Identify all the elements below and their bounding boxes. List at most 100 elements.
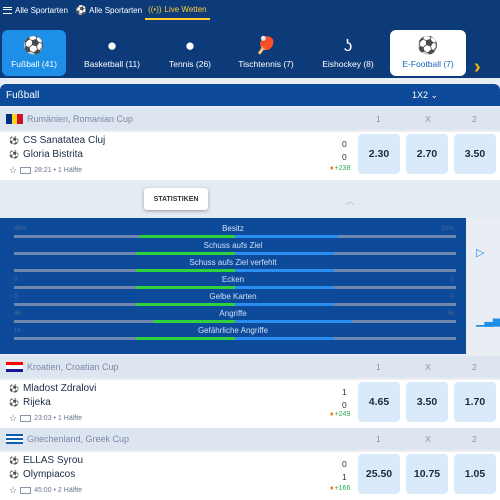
- event-meta: ☆ 45:00 • 2 Hälfte: [9, 485, 82, 496]
- more-markets[interactable]: ♦+166: [330, 485, 350, 492]
- soccer-ball-icon: ⚽: [9, 398, 19, 407]
- stat-left: 14: [14, 328, 21, 334]
- odd-home[interactable]: 25.50: [358, 454, 400, 494]
- column-2: 2: [472, 114, 477, 124]
- home-score: 0: [342, 139, 347, 149]
- all-sports-filter[interactable]: ⚽ Alle Sportarten: [71, 0, 145, 20]
- soccer-ball-icon: ⚽: [23, 36, 45, 55]
- tab-label: Eishockey (8): [322, 59, 374, 69]
- stat-bar: [14, 269, 456, 272]
- table-tennis-icon: 🏓: [255, 36, 277, 55]
- soccer-ball-icon: ⚽: [9, 136, 19, 145]
- league-header[interactable]: Kroatien, Croatian Cup 1 X 2: [0, 356, 500, 378]
- odd-draw[interactable]: 2.70: [406, 134, 448, 174]
- stat-bar: [14, 320, 456, 323]
- market-selector[interactable]: 1X2 ⌄: [412, 90, 438, 101]
- tab-e-football[interactable]: ⚽ E-Football (7): [390, 30, 466, 76]
- stat-label: Schuss aufs Ziel verfehlt: [189, 258, 277, 267]
- stat-bar: [14, 235, 456, 238]
- stat-left: 46: [14, 311, 21, 317]
- star-icon[interactable]: ☆: [9, 485, 18, 495]
- all-sports-filter-label: Alle Sportarten: [89, 5, 143, 15]
- stat-label: Ecken: [221, 275, 245, 284]
- more-markets[interactable]: ♦+249: [330, 411, 350, 418]
- tab-ice-hockey[interactable]: ʖ Eishockey (8): [312, 30, 384, 76]
- statistics-button[interactable]: STATISTIKEN: [144, 188, 208, 210]
- event-row[interactable]: ⚽ ELLAS Syrou ⚽ Olympiacos 0 1 ☆ 45:00 • 2 …: [0, 452, 500, 500]
- home-share-bar: [135, 286, 235, 289]
- soccer-ball-icon: ⚽: [9, 456, 19, 465]
- away-score: 0: [342, 152, 347, 162]
- stat-row: 48% 52% Besitz: [0, 224, 466, 241]
- home-team: ⚽ Mladost Zdralovi: [9, 383, 96, 394]
- odd-away[interactable]: 1.70: [454, 382, 496, 422]
- hockey-stick-icon: ʖ: [343, 36, 353, 55]
- all-sports-menu[interactable]: Alle Sportarten: [0, 0, 71, 20]
- star-icon[interactable]: ☆: [9, 413, 18, 423]
- event-row[interactable]: ⚽ CS Sanatatea Cluj ⚽ Gloria Bistrita 0 0 …: [0, 132, 500, 180]
- live-broadcast-icon: ((•)): [148, 4, 162, 14]
- away-share-bar: [235, 235, 339, 238]
- home-score: 0: [342, 459, 347, 469]
- league-header[interactable]: Griechenland, Greek Cup 1 X 2: [0, 428, 500, 450]
- stat-label: Schuss aufs Ziel: [203, 241, 263, 250]
- chevron-up-icon[interactable]: ︿: [346, 196, 356, 206]
- tab-table-tennis[interactable]: 🏓 Tischtennis (7): [230, 30, 302, 76]
- tab-label: E-Football (7): [402, 59, 454, 69]
- croatia-flag-icon: [6, 362, 23, 372]
- field-icon: [20, 167, 32, 174]
- league-header[interactable]: Rumänien, Romanian Cup 1 X 2: [0, 108, 500, 130]
- league-name: Kroatien, Croatian Cup: [27, 362, 119, 372]
- event-meta: ☆ 23:03 • 1 Hälfte: [9, 413, 82, 424]
- tab-tennis[interactable]: ● Tennis (26): [160, 30, 220, 76]
- stat-right: 0: [450, 294, 454, 300]
- markets-count: +166: [334, 485, 351, 492]
- market-label: 1X2: [412, 89, 429, 100]
- odd-away[interactable]: 1.05: [454, 454, 496, 494]
- stat-right: 0: [450, 277, 454, 283]
- away-share-bar: [235, 337, 335, 340]
- stat-row: Schuss aufs Ziel verfehlt: [0, 258, 466, 275]
- column-1: 1: [376, 434, 381, 444]
- chevron-right-icon[interactable]: ›: [474, 56, 481, 78]
- home-share-bar: [135, 269, 235, 272]
- fire-icon: ♦: [330, 411, 334, 418]
- away-team: ⚽ Olympiacos: [9, 469, 75, 480]
- all-sports-label: Alle Sportarten: [15, 5, 68, 15]
- statistics-bar: STATISTIKEN ︿: [0, 182, 500, 218]
- video-play-icon[interactable]: ▷: [476, 247, 485, 259]
- category-header: Fußball 1X2 ⌄: [0, 84, 500, 106]
- home-team-name: CS Sanatatea Cluj: [22, 135, 106, 146]
- star-icon[interactable]: ☆: [9, 165, 18, 175]
- stat-label: Besitz: [222, 224, 244, 233]
- home-share-bar: [135, 303, 235, 306]
- home-team-name: ELLAS Syrou: [22, 455, 84, 466]
- odd-away[interactable]: 3.50: [454, 134, 496, 174]
- tab-football[interactable]: ⚽ Fußball (41): [2, 30, 66, 76]
- away-score: 0: [342, 400, 347, 410]
- event-row[interactable]: ⚽ Mladost Zdralovi ⚽ Rijeka 1 0 ☆ 23:03 • 1…: [0, 380, 500, 428]
- match-time: 45:00 • 2 Hälfte: [34, 487, 83, 494]
- field-icon: [20, 415, 32, 422]
- more-markets[interactable]: ♦+238: [330, 165, 350, 172]
- odd-home[interactable]: 4.65: [358, 382, 400, 422]
- stat-row: 14 Gefährliche Angriffe: [0, 326, 466, 343]
- stat-right: 66: [447, 311, 454, 317]
- soccer-ball-icon: ⚽: [9, 470, 19, 479]
- away-share-bar: [235, 320, 353, 323]
- away-team-name: Rijeka: [22, 397, 51, 408]
- odd-home[interactable]: 2.30: [358, 134, 400, 174]
- chevron-down-icon: ⌄: [430, 89, 439, 100]
- home-team: ⚽ CS Sanatatea Cluj: [9, 135, 105, 146]
- stat-left: 0: [14, 277, 18, 283]
- home-team: ⚽ ELLAS Syrou: [9, 455, 83, 466]
- tab-basketball[interactable]: ● Basketball (11): [76, 30, 148, 76]
- odd-draw[interactable]: 10.75: [406, 454, 448, 494]
- odd-draw[interactable]: 3.50: [406, 382, 448, 422]
- column-1: 1: [376, 114, 381, 124]
- live-bets-tab[interactable]: ((•)) Live Wetten: [145, 0, 210, 20]
- tab-label: Tischtennis (7): [238, 59, 294, 69]
- column-2: 2: [472, 434, 477, 444]
- greece-flag-icon: [6, 434, 23, 444]
- bar-chart-icon[interactable]: ▁▃▅: [476, 315, 500, 327]
